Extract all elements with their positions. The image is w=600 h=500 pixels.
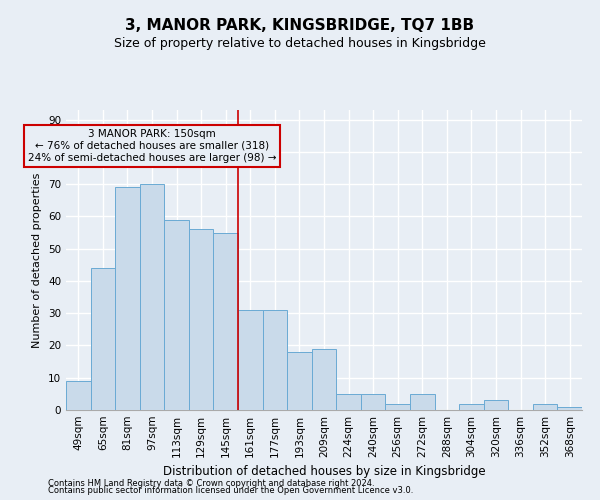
Bar bbox=[189, 230, 214, 410]
Bar bbox=[66, 381, 91, 410]
X-axis label: Distribution of detached houses by size in Kingsbridge: Distribution of detached houses by size … bbox=[163, 466, 485, 478]
Text: Size of property relative to detached houses in Kingsbridge: Size of property relative to detached ho… bbox=[114, 38, 486, 51]
Bar bbox=[533, 404, 557, 410]
Bar bbox=[91, 268, 115, 410]
Bar bbox=[287, 352, 312, 410]
Text: Contains public sector information licensed under the Open Government Licence v3: Contains public sector information licen… bbox=[48, 486, 413, 495]
Bar bbox=[115, 188, 140, 410]
Bar bbox=[214, 232, 238, 410]
Text: Contains HM Land Registry data © Crown copyright and database right 2024.: Contains HM Land Registry data © Crown c… bbox=[48, 478, 374, 488]
Text: 3, MANOR PARK, KINGSBRIDGE, TQ7 1BB: 3, MANOR PARK, KINGSBRIDGE, TQ7 1BB bbox=[125, 18, 475, 32]
Bar bbox=[557, 407, 582, 410]
Y-axis label: Number of detached properties: Number of detached properties bbox=[32, 172, 43, 348]
Bar bbox=[263, 310, 287, 410]
Bar bbox=[164, 220, 189, 410]
Bar bbox=[484, 400, 508, 410]
Bar bbox=[140, 184, 164, 410]
Text: 3 MANOR PARK: 150sqm
← 76% of detached houses are smaller (318)
24% of semi-deta: 3 MANOR PARK: 150sqm ← 76% of detached h… bbox=[28, 130, 276, 162]
Bar bbox=[336, 394, 361, 410]
Bar bbox=[312, 348, 336, 410]
Bar bbox=[459, 404, 484, 410]
Bar bbox=[385, 404, 410, 410]
Bar bbox=[361, 394, 385, 410]
Bar bbox=[238, 310, 263, 410]
Bar bbox=[410, 394, 434, 410]
